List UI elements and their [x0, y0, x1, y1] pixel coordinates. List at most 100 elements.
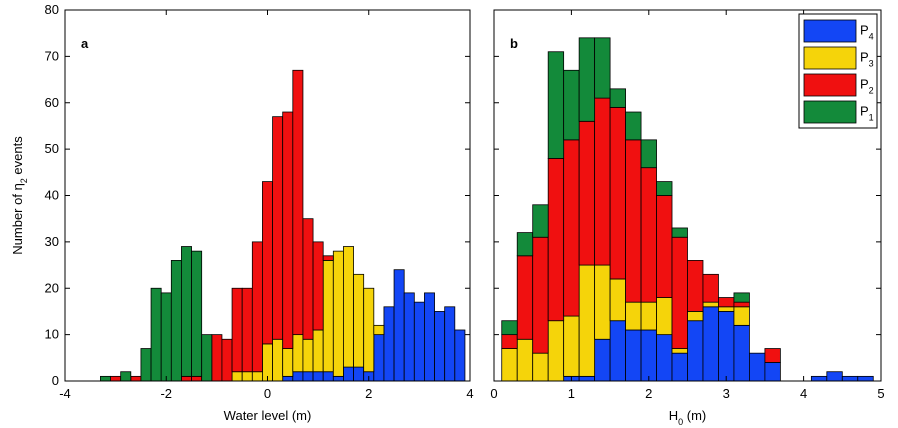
bar	[532, 352, 549, 382]
x-tick-label: 1	[568, 386, 575, 401]
bar	[718, 306, 735, 312]
bar	[373, 334, 385, 382]
bar	[594, 264, 611, 340]
bar	[671, 352, 688, 382]
bar	[322, 260, 334, 373]
bar	[687, 311, 704, 322]
bar	[578, 264, 596, 377]
bar	[383, 306, 395, 382]
bar	[733, 292, 750, 303]
bar	[578, 120, 596, 266]
bar	[191, 250, 203, 377]
plot-frame	[493, 9, 882, 382]
x-tick-label: -4	[59, 386, 71, 401]
bar	[150, 287, 162, 382]
panel-label: b	[510, 36, 518, 51]
y-tick-label: 10	[45, 327, 59, 342]
bar	[687, 260, 704, 312]
legend-label: P4	[860, 23, 874, 42]
x-tick-label: 3	[723, 386, 730, 401]
bar	[547, 157, 565, 322]
bar	[733, 301, 750, 308]
bar	[454, 329, 466, 382]
legend-swatch	[803, 73, 857, 97]
bar	[656, 297, 673, 336]
bar	[656, 181, 673, 196]
bar	[826, 371, 843, 382]
bar	[733, 324, 750, 382]
bar	[262, 343, 273, 382]
bar	[444, 306, 456, 382]
bar	[501, 334, 518, 349]
bar	[625, 139, 642, 303]
bar	[687, 320, 704, 382]
bar	[312, 241, 324, 331]
bar	[578, 37, 596, 122]
bar	[547, 51, 565, 159]
x-tick-label: 0	[490, 386, 497, 401]
bar	[857, 375, 874, 382]
bar	[609, 278, 626, 322]
x-axis-label: H0 (m)	[669, 408, 707, 427]
bar	[749, 352, 766, 382]
bar	[251, 241, 263, 373]
y-tick-label: 40	[45, 188, 59, 203]
bar	[718, 311, 735, 382]
bar	[609, 106, 626, 280]
bar	[272, 116, 284, 340]
bar	[656, 334, 673, 382]
bar	[332, 250, 344, 377]
bar	[810, 375, 828, 382]
bar	[181, 246, 192, 377]
bar	[160, 292, 172, 382]
bar	[640, 301, 657, 331]
y-tick-label: 30	[45, 234, 59, 249]
bar	[625, 329, 642, 382]
bar	[322, 371, 334, 382]
bar	[332, 375, 344, 382]
bar	[578, 375, 596, 382]
bar	[272, 338, 284, 382]
bar	[282, 348, 294, 377]
bar	[241, 371, 253, 382]
y-tick-label: 80	[45, 2, 59, 17]
bar	[231, 371, 243, 382]
y-tick-label: 60	[45, 95, 59, 110]
bar	[640, 329, 657, 382]
bar	[609, 88, 626, 108]
bar	[373, 324, 385, 336]
bar	[671, 348, 688, 354]
bar	[671, 227, 688, 238]
x-tick-label: 4	[466, 386, 473, 401]
bar	[609, 320, 626, 382]
legend: P4 P3 P2 P1	[798, 13, 878, 129]
bar	[516, 255, 534, 340]
bar	[292, 69, 304, 336]
bar	[501, 348, 518, 382]
bar	[322, 255, 334, 261]
bar	[302, 371, 314, 382]
bar	[181, 375, 192, 382]
bar	[262, 181, 273, 345]
bar	[671, 236, 688, 349]
bar	[302, 338, 314, 373]
y-tick-label: 70	[45, 48, 59, 63]
bar	[191, 375, 203, 382]
y-tick-label: 20	[45, 280, 59, 295]
legend-label: P1	[860, 104, 874, 123]
bar	[353, 273, 365, 368]
bar	[221, 338, 233, 382]
x-axis-label: Water level (m)	[224, 408, 312, 423]
y-tick-label: 50	[45, 141, 59, 156]
bar	[640, 167, 657, 303]
bar	[702, 306, 719, 382]
bar	[403, 292, 415, 382]
bar	[363, 287, 375, 373]
plot-frame	[64, 9, 471, 382]
bar	[532, 236, 549, 354]
bar	[563, 139, 580, 317]
legend-swatch	[803, 19, 857, 43]
bar	[130, 375, 142, 382]
panel: 0 1 2 3 4 5 b H0 (m) P4 P3 P2 P1	[490, 9, 885, 427]
